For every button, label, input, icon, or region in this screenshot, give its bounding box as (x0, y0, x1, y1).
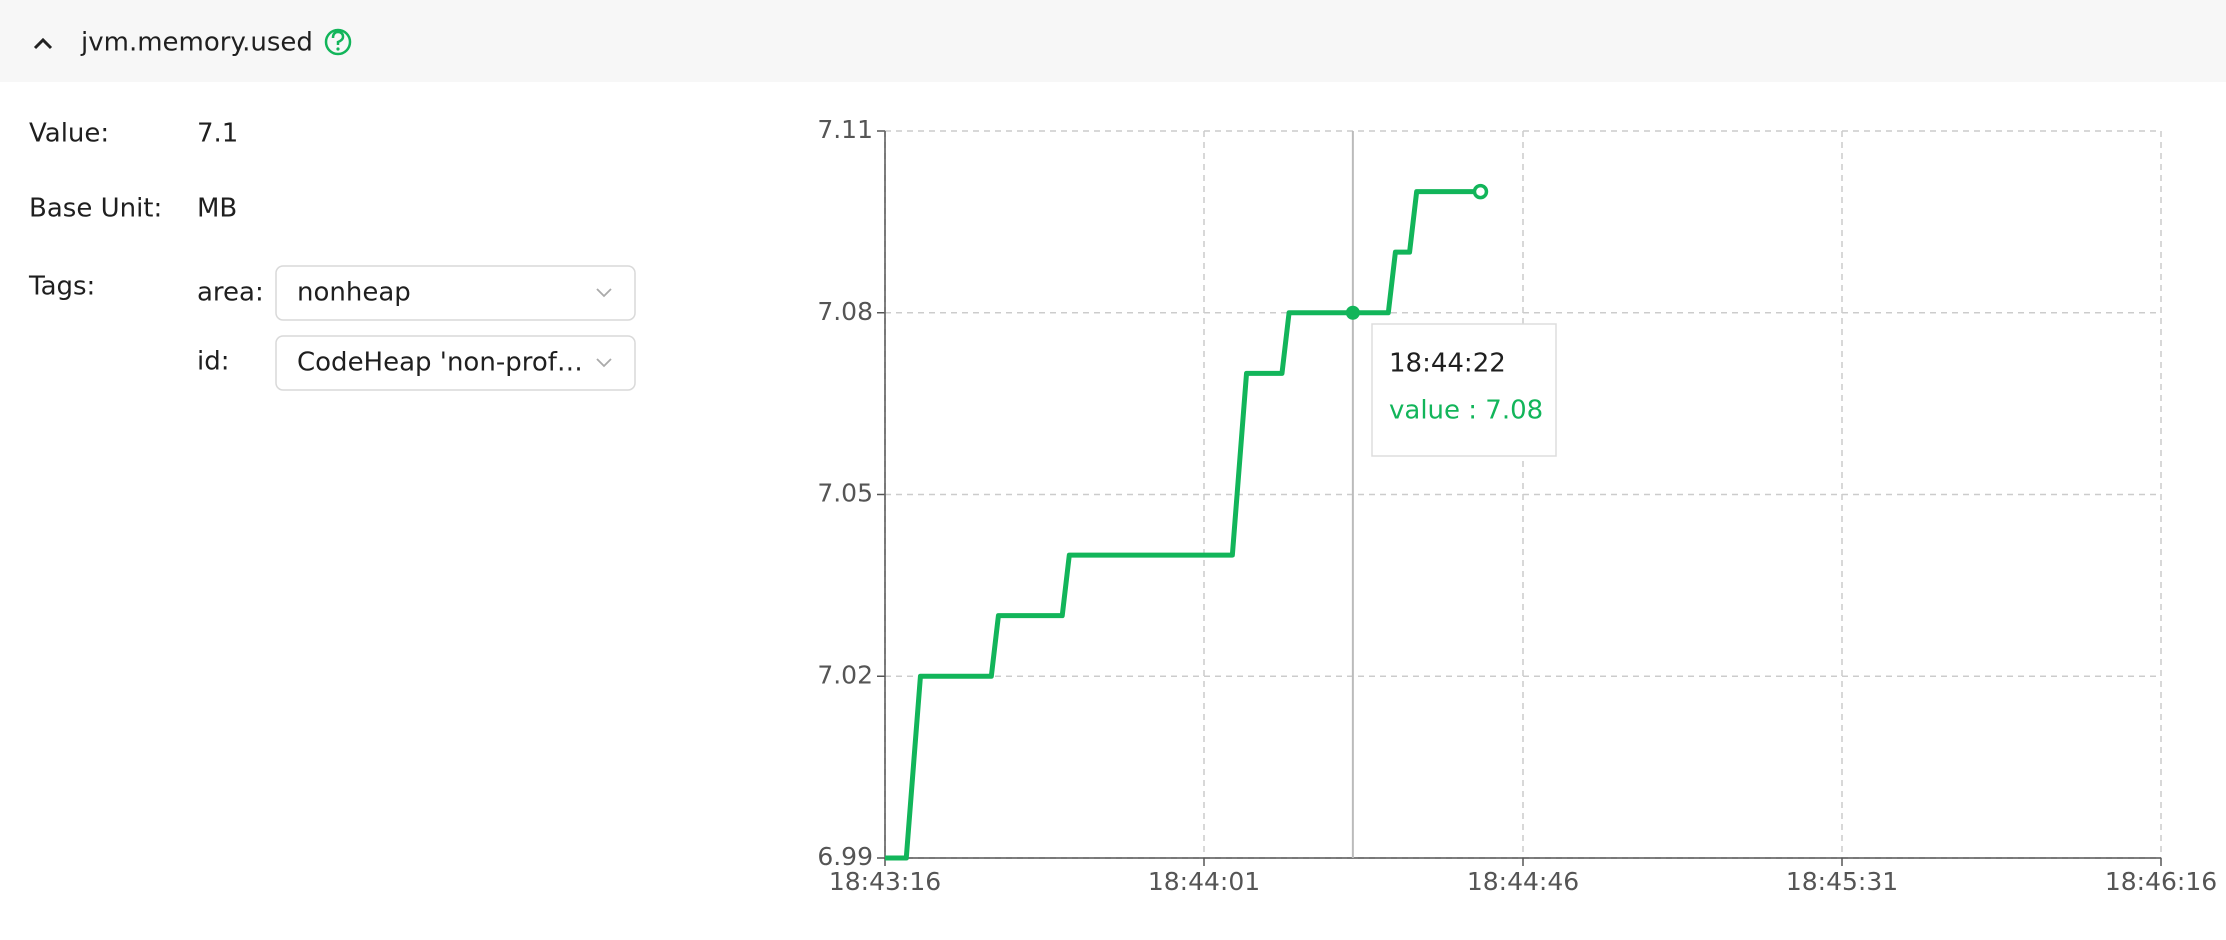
tooltip-time: 18:44:22 (1389, 349, 1506, 379)
field-label: Value: (29, 119, 109, 149)
y-tick-label: 6.99 (817, 842, 873, 871)
help-icon[interactable] (324, 28, 352, 56)
select-arrow (596, 358, 612, 368)
select-arrow (596, 288, 612, 298)
tag-select[interactable] (275, 265, 636, 321)
x-tick-label: 18:44:01 (1148, 867, 1260, 896)
chart: 6.99 7.02 7.05 7.08 7.11 18:43:16 18:44:01 18:4… (817, 115, 2217, 896)
end-point (1472, 183, 1489, 200)
tag-value: CodeHeap 'non-prof… (297, 348, 583, 378)
field-value: MB (197, 194, 237, 224)
tooltip (1371, 323, 1557, 457)
tag-key: area: (197, 278, 264, 308)
tag-value: nonheap (297, 278, 411, 308)
y-tick-label: 7.11 (817, 115, 873, 144)
x-tick-label: 18:45:31 (1786, 867, 1898, 896)
collapse-icon[interactable] (33, 37, 53, 50)
field-value: 7.1 (197, 119, 238, 149)
header-bar[interactable] (0, 0, 2226, 82)
tag-key: id: (197, 347, 230, 377)
series-line (885, 189, 1481, 861)
field-label: Tags: (28, 272, 95, 302)
x-tick-label: 18:44:46 (1467, 867, 1579, 896)
field-label: Base Unit: (29, 194, 162, 224)
hover-point (1345, 305, 1360, 320)
y-tick-label: 7.08 (817, 297, 873, 326)
x-tick-label: 18:43:16 (829, 867, 941, 896)
tag-select[interactable] (275, 335, 636, 391)
y-tick-label: 7.05 (817, 479, 873, 508)
y-tick-label: 7.02 (817, 660, 873, 689)
tooltip-value: value : 7.08 (1389, 396, 1543, 426)
x-tick-label: 18:46:16 (2105, 867, 2217, 896)
metric-title: jvm.memory.used (80, 28, 313, 58)
